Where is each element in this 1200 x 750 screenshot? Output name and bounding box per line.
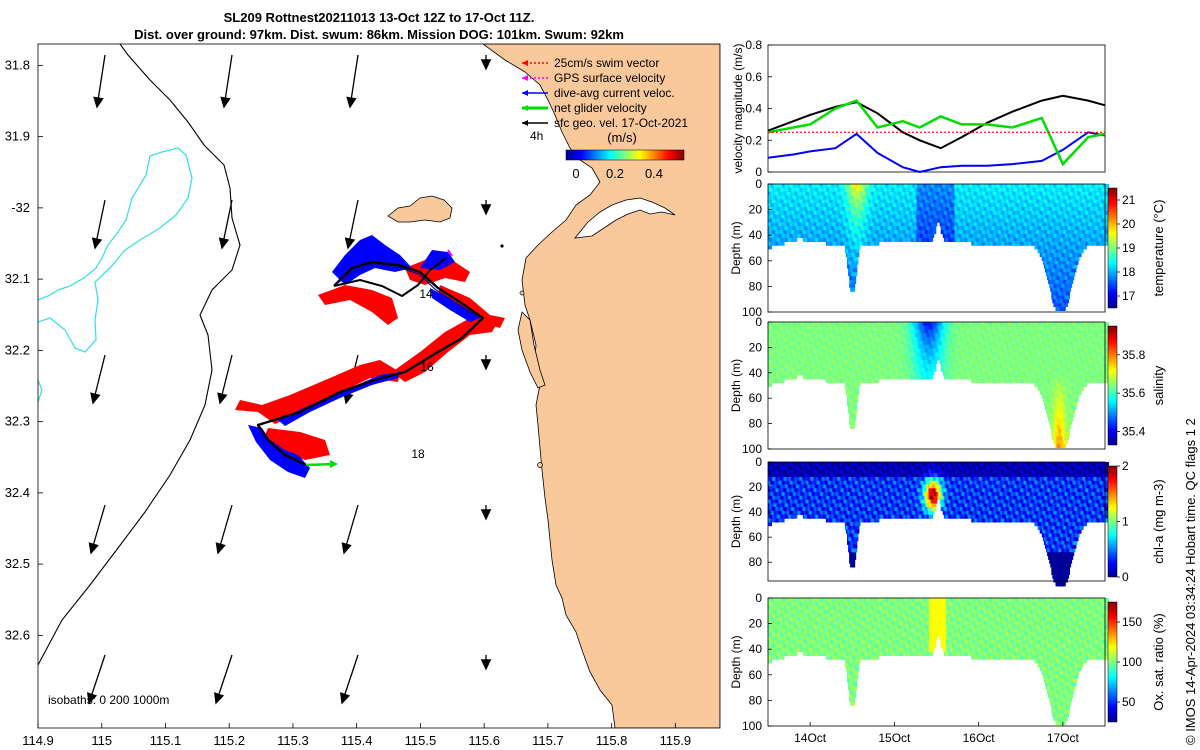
- map-x-tick-label: 115.6: [468, 733, 500, 748]
- map-y-tick-label: 32.5: [5, 556, 30, 571]
- map-y-tick-label: 32.2: [5, 342, 30, 357]
- map-y-tick-label: 32.3: [5, 414, 30, 429]
- net-glider-velocity-arrow: [306, 464, 334, 465]
- map-x-tick-label: 115.5: [405, 733, 437, 748]
- map-x-tick-label: 115: [91, 733, 112, 748]
- section-cell: [852, 276, 856, 280]
- section-cell: [781, 242, 785, 246]
- map-y-tick-label: 31.8: [5, 57, 30, 72]
- colorbar-time-label: 4h: [530, 129, 543, 143]
- legend-label: dive-avg current veloc.: [554, 86, 675, 100]
- section-cell: [853, 265, 857, 269]
- section-cell: [854, 261, 858, 265]
- map-y-tick-label: 31.9: [5, 129, 30, 144]
- section-cell: [851, 288, 855, 292]
- legend-label: GPS surface velocity: [554, 71, 665, 85]
- section-cell: [932, 226, 936, 230]
- small-islet: [520, 291, 524, 295]
- track-label-14: 14: [419, 287, 433, 301]
- section-cell: [793, 238, 797, 242]
- section-cell: [875, 242, 879, 246]
- section-cell: [854, 257, 858, 261]
- section-cell: [929, 238, 933, 242]
- map-x-tick-label: 115.8: [596, 733, 628, 748]
- speed-colorbar: [566, 150, 684, 160]
- velocity-y-tick-label: 0.8: [745, 38, 762, 52]
- track-label-16: 16: [420, 360, 434, 374]
- map-panel: 14 16 18 114.9 115 115.1 115.2 115.3 115.4 115…: [5, 44, 720, 748]
- isobaths-label: isobaths: 0 200 1000m: [48, 693, 169, 707]
- map-x-tick-label: 115.3: [277, 733, 309, 748]
- velocity-y-tick-label: 0.6: [745, 70, 762, 84]
- small-islet: [500, 244, 503, 247]
- section-cell: [852, 280, 856, 284]
- legend-label: net glider velocity: [554, 101, 647, 115]
- velocity-y-tick-label: 0.2: [745, 133, 762, 147]
- section-cell: [930, 234, 934, 238]
- section-cell: [853, 272, 857, 276]
- section-cell: [855, 253, 859, 257]
- map-y-tick-label: 32.6: [5, 627, 30, 642]
- map-y-axis: 31.8 31.9 -32 32.1 32.2 32.3 32.4 32.5 32.6: [5, 57, 43, 642]
- speed-colorbar-tick-label: 0: [572, 166, 579, 181]
- legend-label: 25cm/s swim vector: [554, 56, 659, 70]
- section-cell: [853, 269, 857, 273]
- legend-label: sfc geo. vel. 17-Oct-2021: [554, 116, 688, 130]
- section-cell: [851, 284, 855, 288]
- map-x-tick-label: 115.7: [532, 733, 564, 748]
- colorbar-unit-label: (m/s): [607, 130, 637, 145]
- section-cell: [855, 249, 859, 253]
- track-label-18: 18: [411, 447, 425, 461]
- small-islet: [538, 463, 543, 468]
- map-x-tick-label: 115.2: [213, 733, 245, 748]
- speed-colorbar-tick-label: 0.4: [645, 166, 663, 181]
- figure-canvas: 14 16 18 114.9 115 115.1 115.2 115.3 115.4 115…: [0, 0, 1200, 750]
- map-x-tick-label: 115.9: [660, 733, 692, 748]
- map-y-tick-label: 32.1: [5, 271, 30, 286]
- speed-colorbar-tick-label: 0.2: [606, 166, 624, 181]
- section-cell: [768, 245, 772, 249]
- section-cell: [932, 230, 936, 234]
- map-x-tick-label: 115.4: [341, 733, 373, 748]
- velocity-ylabel: velocity magnitude (m/s): [731, 43, 745, 173]
- velocity-axes: [768, 45, 1105, 172]
- map-x-tick-label: 115.1: [150, 733, 182, 748]
- velocity-y-tick-label: 0.4: [745, 102, 762, 116]
- map-y-tick-label: 32.4: [5, 485, 30, 500]
- section-cell: [933, 222, 937, 226]
- map-y-tick-label: -32: [11, 200, 30, 215]
- map-x-tick-label: 114.9: [22, 733, 54, 748]
- section-cell: [857, 245, 861, 249]
